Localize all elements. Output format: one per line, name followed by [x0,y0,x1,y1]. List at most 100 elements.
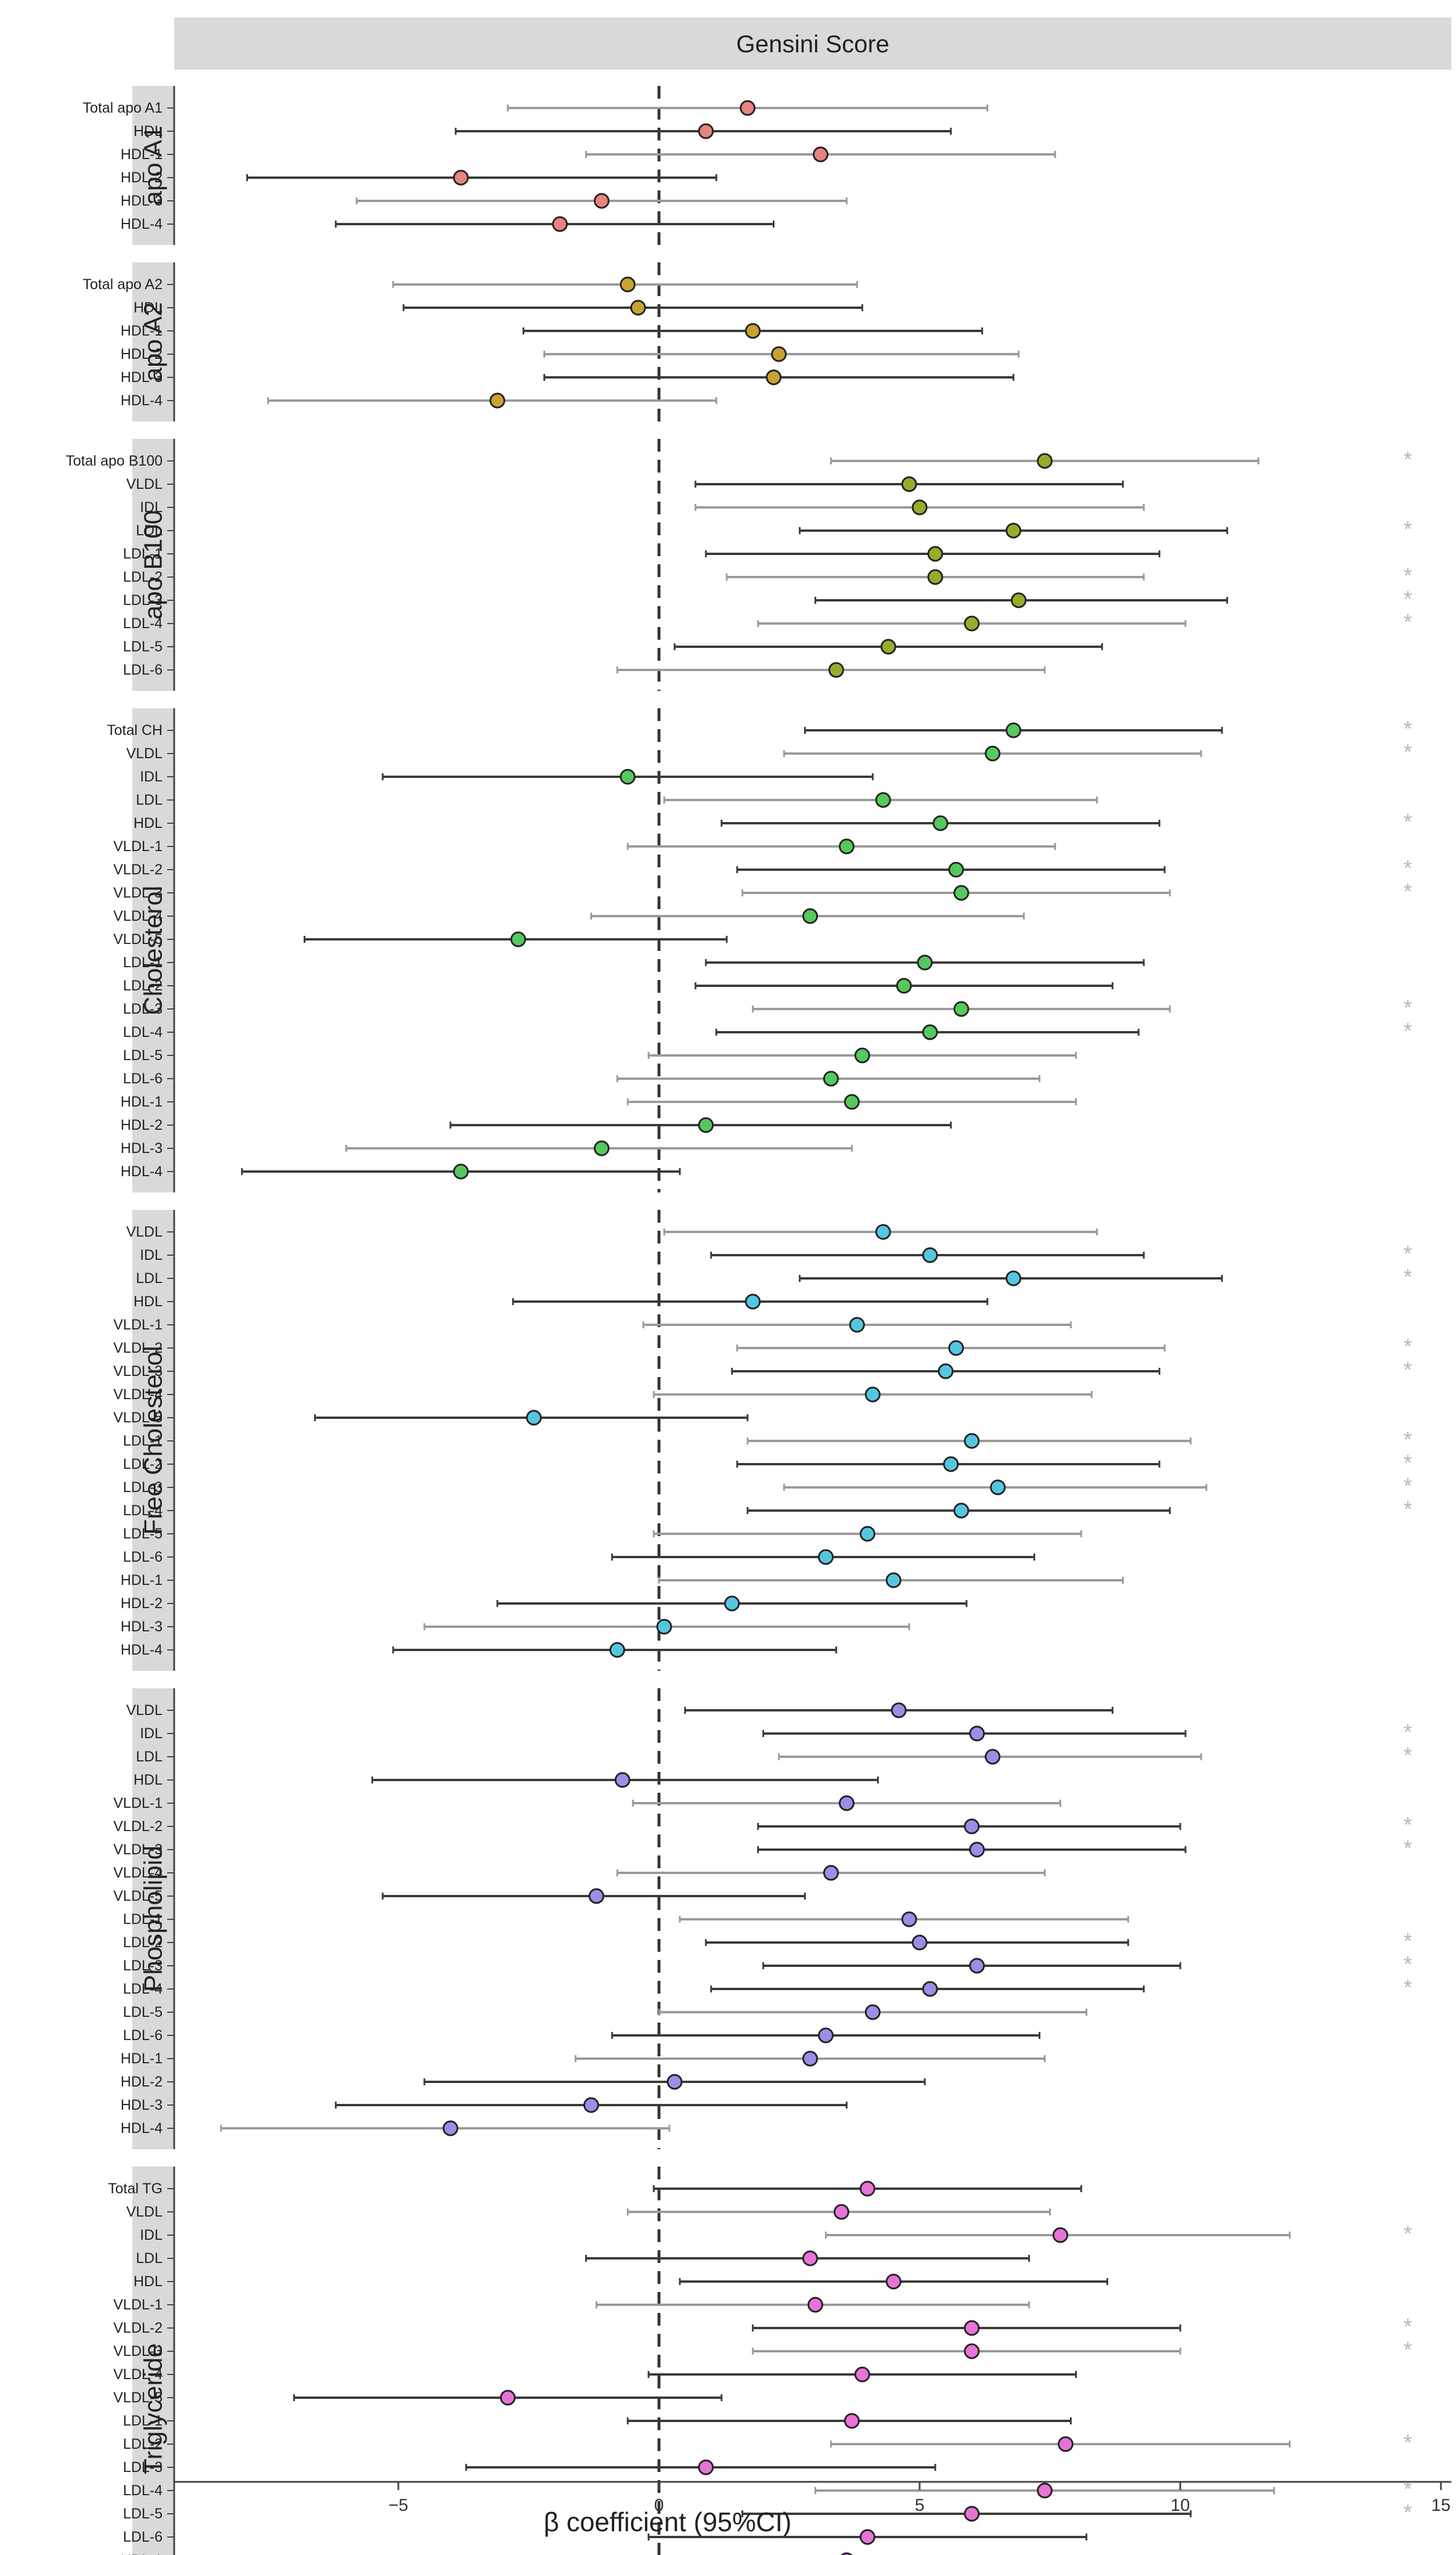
point-estimate [526,1410,542,1426]
point-estimate [964,615,980,632]
row-label: HDL-4 [121,2120,163,2136]
point-estimate [552,216,568,232]
panel-strip [132,708,174,1192]
row-label: HDL-2 [121,346,163,362]
significance-star: * [1404,1836,1412,1861]
row-label: IDL [140,2227,163,2243]
row-label: VLDL [126,2204,163,2220]
row-label: VLDL [126,1702,163,1718]
row-label: LDL-4 [123,2482,163,2499]
row-label: HDL-3 [121,1619,163,1635]
significance-star: * [1404,587,1412,611]
row-label: HDL-3 [121,1140,163,1156]
row-label: IDL [140,1247,163,1263]
row-label: LDL-5 [123,2004,163,2020]
point-estimate [812,146,828,163]
panel-strip [132,439,174,691]
row-label: LDL [136,1749,163,1765]
x-axis: −5 0 5 10 15 [174,2481,1451,2515]
point-estimate [666,2074,683,2090]
point-estimate [859,2529,875,2545]
row-label: LDL-4 [123,615,163,632]
point-estimate [1053,2227,1069,2243]
point-estimate [854,2366,870,2383]
point-estimate [938,1363,954,1379]
point-estimate [864,1386,881,1403]
row-label: HDL [134,123,163,139]
point-estimate [1037,453,1053,469]
significance-star: * [1404,448,1412,472]
point-estimate [698,123,714,139]
point-estimate [927,569,943,585]
point-estimate [442,2120,459,2136]
row-label: VLDL-4 [113,1386,163,1403]
row-label: LDL [136,522,163,539]
significance-star: * [1404,1743,1412,1768]
point-estimate [885,1572,902,1588]
point-estimate [985,1749,1001,1765]
row-label: VLDL-3 [113,1842,163,1858]
significance-star: * [1404,1929,1412,1954]
point-estimate [453,170,469,186]
point-estimate [917,954,933,971]
row-label: HDL-4 [121,1163,163,1180]
row-label: IDL [140,769,163,785]
point-estimate [838,838,855,855]
panel-label: Free Cholesterol [139,1346,168,1534]
panel-label: Phospholipid [139,1846,168,1992]
point-estimate [922,1024,938,1040]
row-label: HDL-3 [121,369,163,385]
significance-star: * [1404,1428,1412,1452]
row-label: LDL-4 [123,1981,163,1997]
significance-star: * [1404,1335,1412,1359]
row-label: LDL-1 [123,546,163,562]
row-label: VLDL-3 [113,1363,163,1379]
row-label: VLDL-5 [113,1410,163,1426]
point-estimate [875,1224,891,1240]
row-label: VLDL-5 [113,1888,163,1904]
point-estimate [849,1317,865,1333]
row-label: HDL-1 [121,1094,163,1110]
significance-star: * [1404,810,1412,834]
row-label: Total apo B100 [66,453,163,469]
significance-star: * [1404,2431,1412,2455]
point-estimate [1005,722,1022,738]
row-label: Total apo A1 [82,100,163,116]
point-estimate [1005,522,1022,539]
point-estimate [953,1001,970,1017]
point-estimate [891,1702,907,1718]
point-estimate [1058,2436,1074,2452]
x-tick-label: 0 [654,2496,664,2515]
point-estimate [724,1595,740,1612]
panel-triglyceride: Triglyceride Total TG VLDL IDL * LDL HDL VLDL-1… [108,2167,1412,2555]
row-label: LDL-4 [123,1024,163,1040]
row-label: HDL-2 [121,1117,163,1133]
point-estimate [1011,592,1027,608]
row-label: LDL-4 [123,1502,163,1519]
row-label: VLDL-1 [113,838,163,855]
row-label: HDL-4 [121,392,163,409]
row-label: LDL-6 [123,662,163,678]
point-estimate [969,1958,985,1974]
row-label: HDL-1 [121,2051,163,2067]
row-label: HDL [134,1293,163,1310]
point-estimate [948,1340,964,1356]
significance-star: * [1404,610,1412,635]
point-estimate [489,392,506,409]
point-estimate [698,1117,714,1133]
row-label: HDL-1 [121,2552,163,2555]
row-label: HDL-2 [121,170,163,186]
point-estimate [588,1888,604,1904]
panel-label: Triglyceride [139,2343,168,2474]
row-label: LDL-6 [123,2529,163,2545]
point-estimate [656,1619,672,1635]
row-label: HDL-1 [121,323,163,339]
point-estimate [510,931,527,947]
row-label: LDL-1 [123,1433,163,1449]
point-estimate [828,662,844,678]
point-estimate [880,639,896,655]
significance-star: * [1404,1451,1412,1475]
row-label: HDL-2 [121,2074,163,2090]
panel-label: Cholesterol [139,886,168,1015]
point-estimate [943,1456,959,1472]
